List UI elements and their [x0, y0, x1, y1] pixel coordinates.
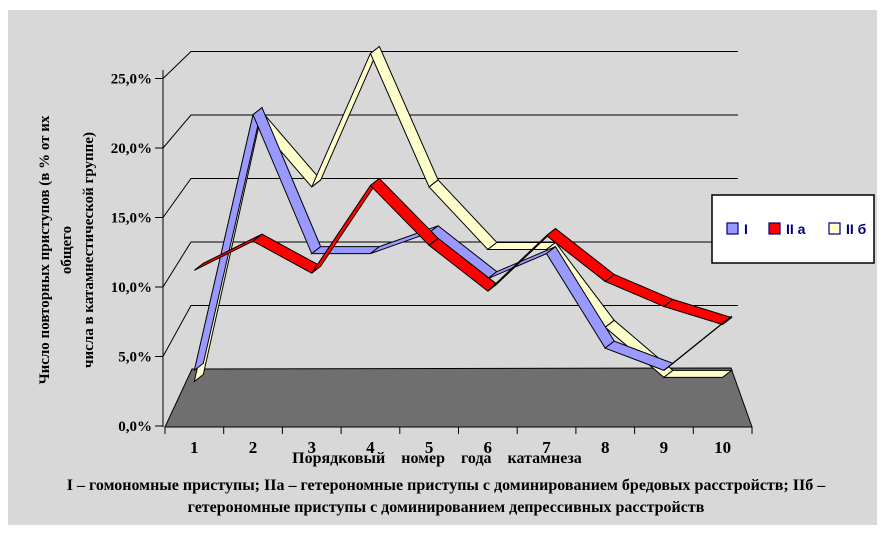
- x-tick-label: 4: [366, 438, 375, 457]
- x-tick-label: 2: [249, 438, 258, 457]
- y-tick-label: 20,0%: [111, 141, 152, 157]
- series-i-segment: [310, 246, 381, 255]
- series-iib-segment: [486, 241, 557, 250]
- series-i-segment: [663, 315, 732, 371]
- chart-floor: [164, 367, 753, 428]
- chart-background: [8, 10, 877, 525]
- series-iib-segment: [662, 369, 734, 378]
- y-axis-title: Число повторных приступов (в % от их общ…: [37, 115, 97, 385]
- series-iib-legend-label: II б: [846, 221, 867, 237]
- x-tick-label: 5: [425, 438, 434, 457]
- y-tick-label: 25,0%: [111, 72, 152, 88]
- gridline: [162, 51, 738, 79]
- x-tick-label: 9: [660, 438, 669, 457]
- gridline: [162, 305, 738, 357]
- x-tick-label: 1: [190, 438, 199, 457]
- y-tick-label: 15,0%: [111, 211, 152, 227]
- legend-box: [711, 194, 875, 264]
- x-tick-label: 10: [714, 438, 731, 457]
- series-i-legend-swatch: [726, 222, 739, 235]
- x-tick-label: 3: [307, 438, 316, 457]
- series-iia-legend-label: II а: [786, 221, 806, 237]
- series-iia-segment: [662, 298, 733, 326]
- x-tick-label: 6: [484, 438, 493, 457]
- x-tick-label: 7: [542, 438, 551, 457]
- figure-caption: I – гомономные приступы; IIа – гетероном…: [66, 477, 826, 516]
- series-iib-legend-swatch: [828, 222, 841, 235]
- y-tick-label: 0,0%: [118, 419, 152, 435]
- gridline: [162, 114, 738, 149]
- x-axis-title: Порядковый номер года катамнеза: [292, 450, 582, 467]
- x-tick-label: 8: [601, 438, 610, 457]
- y-tick-label: 10,0%: [111, 280, 152, 296]
- y-tick-label: 5,0%: [118, 350, 152, 366]
- series-i-legend-label: I: [744, 221, 748, 237]
- series-iia-legend-swatch: [768, 222, 781, 235]
- gridline: [162, 178, 738, 218]
